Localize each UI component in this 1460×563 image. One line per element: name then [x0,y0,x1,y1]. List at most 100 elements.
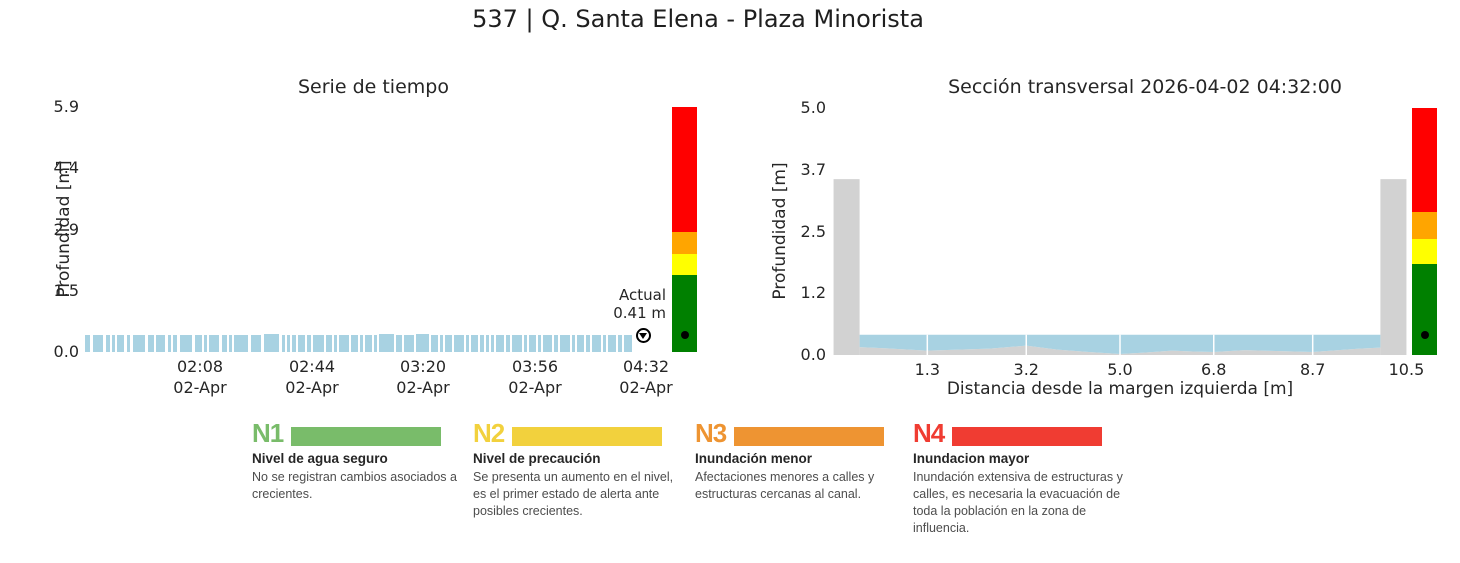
legend-item-description: No se registran cambios asociados a crec… [252,470,457,501]
y-tick-label: 5.9 [53,97,79,116]
time-series-bar [251,334,261,352]
time-series-bar [577,334,584,352]
channel-left-wall [833,179,860,355]
time-series-bar [313,334,324,352]
x-tick-time: 02:44 [288,357,336,376]
x-tick-label: 10.5 [1388,360,1425,379]
colorbar-segment-n2-yellow [672,254,697,276]
legend-item-n4: N4 Inundacion mayor Inundación extensiva d… [913,418,1127,537]
x-tick-label: 6.8 [1201,360,1227,379]
legend-item-n2: N2 Nivel de precaución Se presenta un aume… [473,420,687,520]
time-series-bar [292,335,296,352]
time-series-bar [586,334,590,352]
colorbar-segment-n4-red [672,107,697,232]
time-series-bar [471,334,478,352]
time-series-bar [156,334,165,352]
time-series-bar [222,334,227,352]
colorbar-segment-n3-orange [672,231,697,255]
current-value-marker-icon [635,328,651,344]
time-series-bar [229,335,232,352]
time-series-bar [127,335,130,352]
time-series-bar [298,334,305,352]
time-series-bar [326,334,332,352]
x-tick-time: 03:20 [399,357,447,376]
time-series-bar [209,334,219,352]
time-series-bar [117,334,124,352]
legend-item-title: Nivel de precaución [473,451,601,466]
time-series-bar [491,334,494,352]
x-tick-label: 03:56 02-Apr [490,356,580,398]
time-series-bar [592,334,601,352]
x-tick-label: 02:08 02-Apr [155,356,245,398]
time-series-bar [282,335,285,352]
x-tick-date: 02-Apr [285,378,339,397]
legend-color-bar [512,427,663,446]
y-tick-label: 4.4 [53,158,79,178]
time-series-bar [307,334,311,352]
time-series-bar [374,334,377,352]
x-tick-label: 3.2 [1013,360,1039,379]
legend-code: N1 [252,418,284,448]
current-value-annotation: Actual 0.41 m [558,286,666,322]
x-axis-label: Distancia desde la margen izquierda [m] [946,379,1294,399]
time-series-bar [608,334,616,352]
axes-title: Serie de tiempo [298,76,449,98]
current-level-dot [680,330,689,339]
time-series-bar [334,335,337,352]
x-tick-date: 02-Apr [173,378,227,397]
x-tick-label: 8.7 [1299,360,1326,379]
legend-item-header: N3 [695,418,909,448]
y-tick-label: 2.9 [53,219,79,239]
time-series-bar [538,335,541,352]
legend-code: N3 [695,418,727,448]
time-series-bar [506,334,510,352]
time-series-bar [543,334,552,352]
time-series-bar [148,334,154,352]
legend-color-bar [952,427,1103,446]
time-series-bar [396,334,402,352]
y-tick-label: 0.0 [53,342,79,361]
x-tick-label: 1.3 [914,360,941,379]
y-tick-label: 1.2 [800,283,826,303]
x-tick-label: 02:44 02-Apr [267,356,357,398]
time-series-bar [416,334,429,352]
legend-item-description: Afectaciones menores a calles y estructu… [695,470,875,501]
time-series-bar [360,335,363,352]
x-tick-date: 02-Apr [396,378,450,397]
current-value-annotation-line2: 0.41 m [613,303,666,322]
y-tick-label: 0.0 [800,345,826,364]
legend-item-description: Inundación extensiva de estructuras y ca… [913,470,1123,535]
time-series-bar [264,334,279,352]
time-series-bar [365,334,372,352]
time-series-bar [496,334,504,352]
time-series-bar [404,334,414,352]
y-tick-label: 2.5 [800,221,826,241]
time-series-bar [204,335,207,352]
channel-right-wall [1380,179,1407,355]
down-triangle-icon [639,333,647,340]
time-series-bar [624,334,632,352]
legend-code: N4 [913,418,945,448]
legend-item-title: Inundación menor [695,451,813,466]
x-tick-date: 02-Apr [508,378,562,397]
time-series-bar [234,334,248,352]
x-tick-time: 04:32 [622,357,670,376]
time-series-bar [339,334,349,352]
x-tick-label: 5.0 [1107,360,1133,379]
time-series-bar [454,334,464,352]
colorbar-segment-n4-red [1412,108,1437,212]
legend-item-n1: N1 Nivel de agua seguro No se registran ca… [252,418,466,503]
x-tick-time: 03:56 [511,357,559,376]
x-tick-date: 02-Apr [619,378,673,397]
time-series-bar [180,334,192,352]
x-tick-label: 03:20 02-Apr [378,356,468,398]
axes-title: Sección transversal 2026-04-02 04:32:00 [948,76,1342,98]
time-series-bar [618,334,622,352]
channel-bed [859,345,1381,355]
time-series-bar [524,335,527,352]
x-tick-time: 02:08 [176,357,224,376]
time-series-bar [287,334,290,352]
time-series-bar [529,334,536,352]
time-series-bar [512,334,522,352]
